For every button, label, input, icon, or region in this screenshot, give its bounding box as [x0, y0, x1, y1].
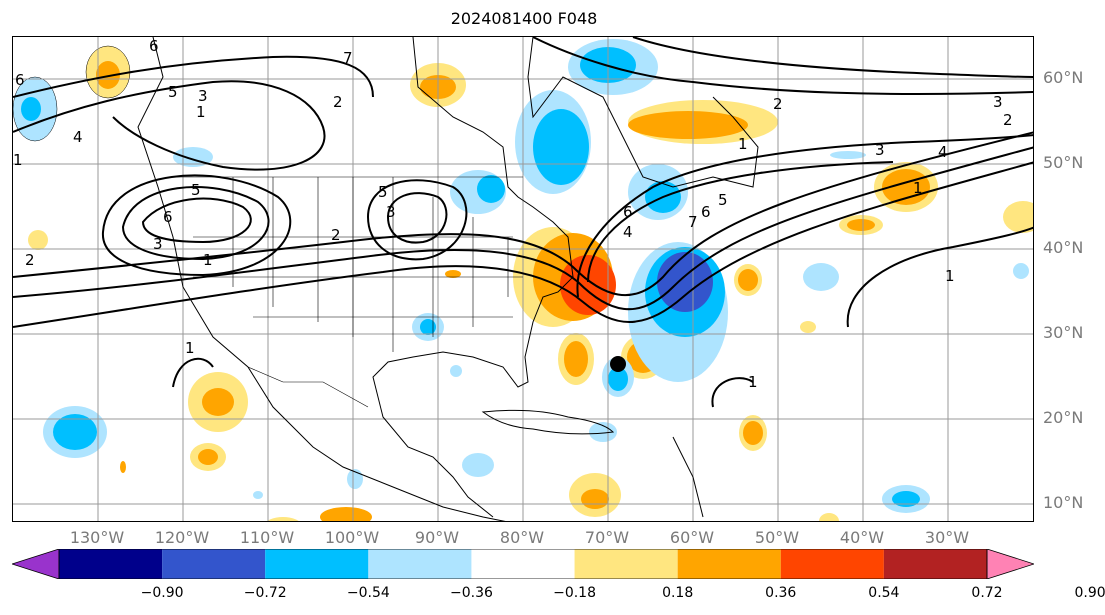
contour-label: 6 — [701, 203, 711, 221]
contour-label: 5 — [191, 181, 201, 199]
colorbar-segment — [162, 549, 266, 579]
contour-label: 5 — [378, 183, 388, 201]
contour-label: 1 — [203, 251, 213, 269]
colorbar-segment — [883, 549, 987, 579]
political-borders — [173, 176, 523, 408]
contour-label: 4 — [623, 223, 633, 241]
contour-label: 1 — [738, 135, 748, 153]
contour-label: 1 — [913, 179, 923, 197]
contour-label: 2 — [333, 93, 343, 111]
map-canvas: 6 5 3 1 7 2 4 6 5 3 2 1 5 3 2 6 4 1 2 1 … — [13, 37, 1033, 521]
colorbar-tick-label: −0.72 — [243, 585, 287, 601]
colorbar-segment — [368, 549, 472, 579]
contour-label: 3 — [875, 141, 885, 159]
lat-label: 30°N — [1043, 323, 1084, 342]
colorbar-segment — [677, 549, 781, 579]
map-panel: 6 5 3 1 7 2 4 6 5 3 2 1 5 3 2 6 4 1 2 1 … — [12, 36, 1034, 522]
contour-label: 1 — [185, 339, 195, 357]
lon-label: 60°W — [669, 528, 715, 547]
contour-label: 4 — [73, 128, 83, 146]
contour-label: 5 — [718, 191, 728, 209]
contour-label: 4 — [938, 143, 948, 161]
lon-label: 100°W — [324, 528, 380, 547]
colorbar-tick-label: 0.36 — [765, 585, 797, 601]
lon-label: 40°W — [839, 528, 885, 547]
colorbar-tick-label: 0.90 — [1074, 585, 1105, 601]
lon-label: 90°W — [414, 528, 460, 547]
colorbar-segment — [574, 549, 678, 579]
lat-label: 20°N — [1043, 408, 1084, 427]
contour-label: 3 — [153, 235, 163, 253]
contour-label: 7 — [688, 213, 698, 231]
contour-label: 6 — [149, 37, 159, 55]
colorbar-tick-label: −0.18 — [553, 585, 596, 601]
colorbar-segment — [265, 549, 369, 579]
contour-label: 1 — [945, 267, 955, 285]
lon-label: 110°W — [239, 528, 295, 547]
lon-label: 30°W — [924, 528, 970, 547]
lon-label: 120°W — [154, 528, 210, 547]
colorbar-tick-label: 0.72 — [971, 585, 1003, 601]
contour-label: 2 — [1003, 111, 1013, 129]
contour-label: 1 — [196, 103, 206, 121]
negative-anomaly-shading — [13, 39, 1029, 513]
contour-label: 2 — [331, 226, 341, 244]
storm-center-marker — [610, 356, 626, 372]
lat-label: 60°N — [1043, 68, 1084, 87]
contour-label: 6 — [15, 71, 25, 89]
colorbar-extend-low — [12, 549, 60, 579]
colorbar-segment — [471, 549, 575, 579]
colorbar-tick-label: 0.54 — [868, 585, 900, 601]
contour-label: 3 — [993, 93, 1003, 111]
contour-label: 3 — [198, 87, 208, 105]
lat-label: 10°N — [1043, 493, 1084, 512]
colorbar-segment — [780, 549, 884, 579]
lon-label: 70°W — [584, 528, 630, 547]
lon-label: 80°W — [499, 528, 545, 547]
colorbar-extend-high — [986, 549, 1034, 579]
contour-labels: 6 5 3 1 7 2 4 6 5 3 2 1 5 3 2 6 4 1 2 1 … — [13, 37, 1013, 391]
colorbar-segment — [59, 549, 163, 579]
contour-label: 5 — [168, 83, 178, 101]
colorbar-tick-label: −0.36 — [449, 585, 493, 601]
lat-label: 40°N — [1043, 238, 1084, 257]
contour-label: 2 — [773, 95, 783, 113]
contour-label: 6 — [623, 203, 633, 221]
lon-label: 50°W — [754, 528, 800, 547]
contour-label: 7 — [343, 49, 353, 67]
contour-label: 3 — [386, 203, 396, 221]
lat-label: 50°N — [1043, 153, 1084, 172]
contour-label: 2 — [25, 251, 35, 269]
contour-label: 1 — [748, 373, 758, 391]
colorbar — [12, 549, 1034, 579]
map-title: 2024081400 F048 — [450, 9, 598, 28]
contour-label: 6 — [163, 208, 173, 226]
colorbar-tick-label: 0.18 — [662, 585, 694, 601]
lat-lon-grid — [13, 37, 1033, 521]
contour-label: 1 — [13, 151, 23, 169]
colorbar-tick-label: −0.54 — [346, 585, 390, 601]
height-contours — [13, 37, 1033, 408]
colorbar-tick-label: −0.90 — [140, 585, 184, 601]
lon-label: 130°W — [69, 528, 125, 547]
